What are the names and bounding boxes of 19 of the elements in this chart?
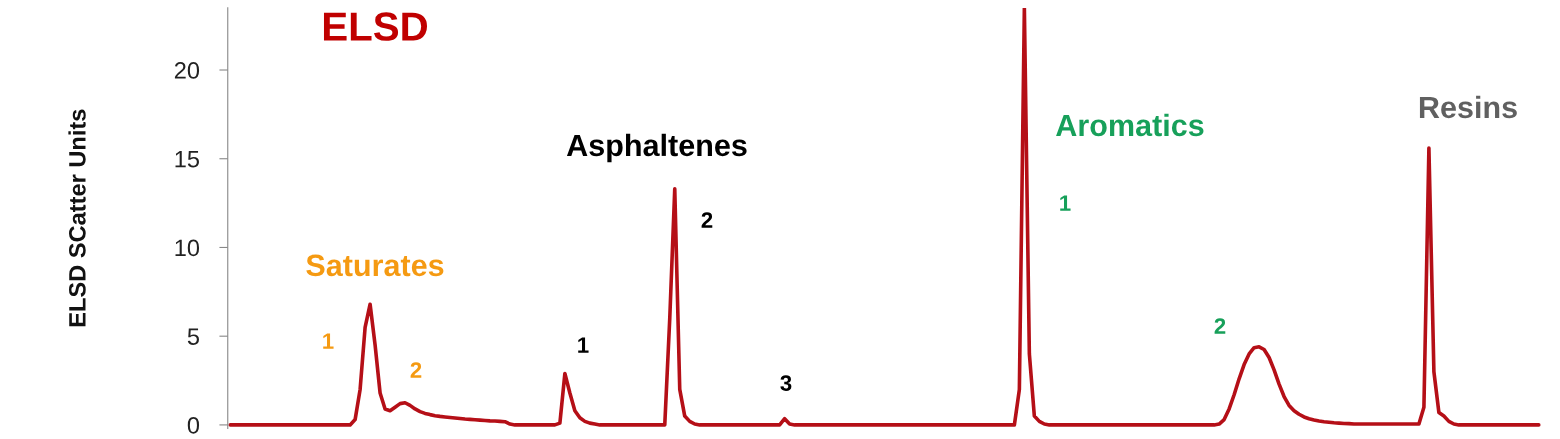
annotation: 1 <box>323 333 334 349</box>
y-tick-label: 5 <box>187 328 199 345</box>
y-axis-title: ELSD SCatter Units <box>68 109 86 327</box>
chart-title: ELSD <box>323 12 428 41</box>
line-series <box>228 7 1541 427</box>
y-tick-label: 0 <box>187 416 200 434</box>
annotation: 2 <box>1214 318 1226 334</box>
annotation: 3 <box>780 375 792 391</box>
annotation: Resins <box>1419 95 1517 119</box>
annotation: Aromatics <box>1056 113 1204 137</box>
annotation: Saturates <box>306 254 444 277</box>
annotation: 1 <box>1060 195 1071 211</box>
annotation: 2 <box>410 362 422 378</box>
y-tick-label: 10 <box>175 239 200 257</box>
y-tick-label: 20 <box>174 62 200 79</box>
y-tick-label: 15 <box>175 151 199 168</box>
annotation: 2 <box>701 212 713 228</box>
annotation: 1 <box>578 337 589 353</box>
annotation: Asphaltenes <box>566 133 747 163</box>
